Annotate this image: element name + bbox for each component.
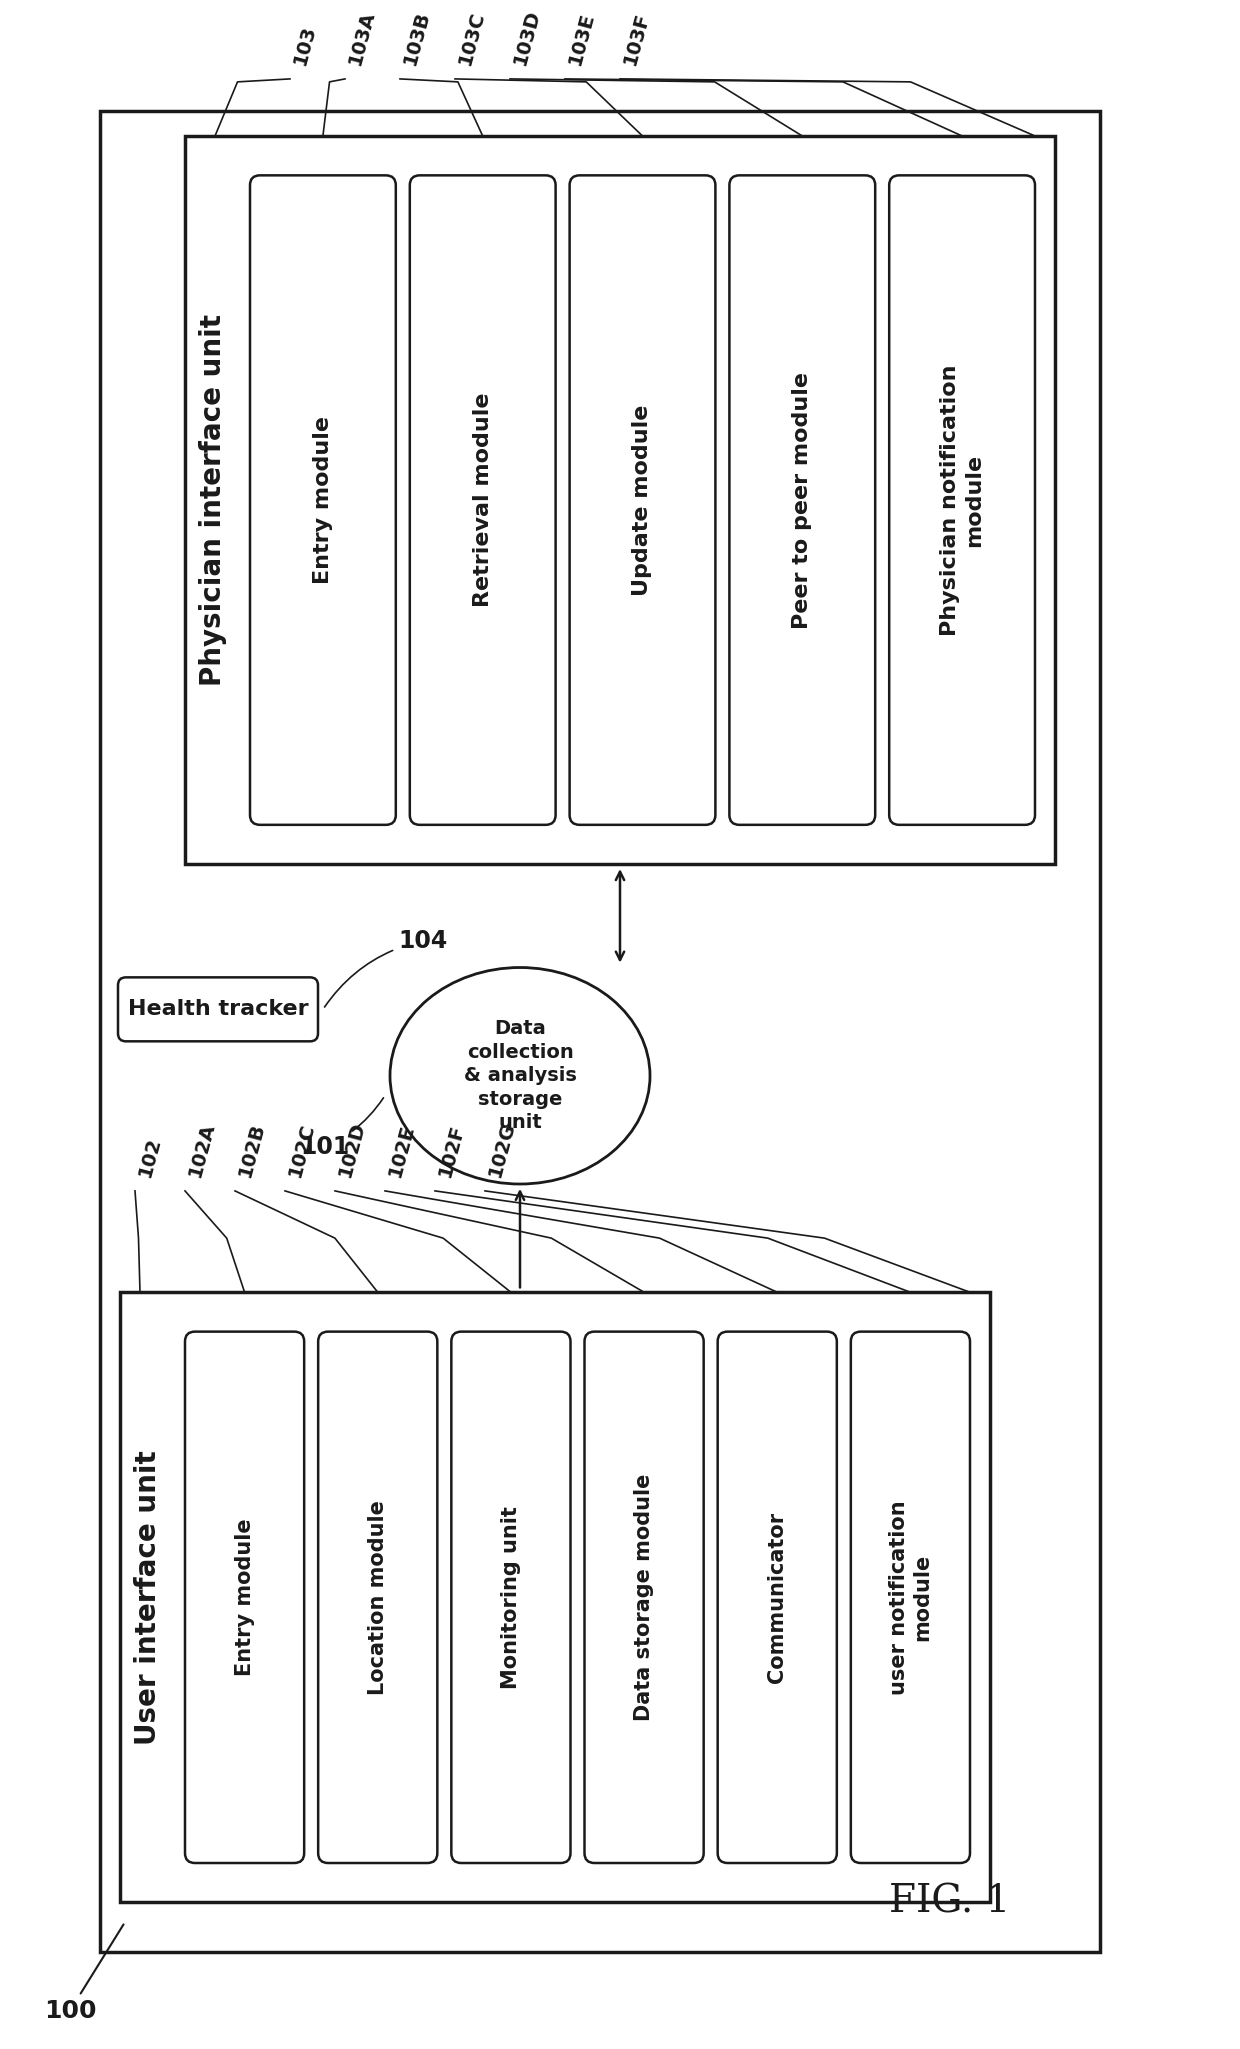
Text: 103: 103 (290, 23, 319, 68)
Text: 103E: 103E (565, 10, 598, 68)
FancyBboxPatch shape (718, 1332, 837, 1863)
Text: 102E: 102E (384, 1123, 418, 1178)
Text: Communicator: Communicator (768, 1512, 787, 1682)
Text: 102F: 102F (435, 1123, 467, 1178)
Text: 102A: 102A (185, 1121, 218, 1178)
Bar (185, 135, 1055, 865)
FancyBboxPatch shape (451, 1332, 570, 1863)
FancyBboxPatch shape (409, 176, 556, 826)
Text: user notification
module: user notification module (889, 1500, 932, 1695)
Text: 102G: 102G (485, 1119, 518, 1178)
Text: Health tracker: Health tracker (128, 1000, 309, 1018)
Text: User interface unit: User interface unit (134, 1451, 162, 1744)
Text: 103C: 103C (455, 8, 487, 68)
Text: Update module: Update module (632, 404, 652, 596)
Text: 102B: 102B (236, 1121, 268, 1178)
Text: Data
collection
& analysis
storage
unit: Data collection & analysis storage unit (464, 1018, 577, 1133)
Bar (100, 111, 1100, 1951)
Ellipse shape (391, 967, 650, 1184)
FancyBboxPatch shape (584, 1332, 703, 1863)
FancyBboxPatch shape (569, 176, 715, 826)
FancyBboxPatch shape (185, 1332, 304, 1863)
Text: 104: 104 (325, 928, 448, 1006)
Text: Peer to peer module: Peer to peer module (792, 371, 812, 629)
Text: 100: 100 (43, 1924, 124, 2022)
Text: 103D: 103D (510, 8, 543, 68)
FancyBboxPatch shape (889, 176, 1035, 826)
FancyBboxPatch shape (851, 1332, 970, 1863)
Text: 101: 101 (300, 1098, 383, 1160)
Text: Data storage module: Data storage module (634, 1473, 653, 1721)
FancyBboxPatch shape (118, 977, 317, 1041)
Text: 103A: 103A (345, 8, 378, 68)
Text: 102C: 102C (285, 1121, 317, 1178)
FancyBboxPatch shape (729, 176, 875, 826)
Text: 103F: 103F (620, 10, 652, 68)
Bar (120, 1293, 990, 1901)
Text: Physician interface unit: Physician interface unit (198, 313, 227, 686)
Text: Entry module: Entry module (312, 416, 332, 584)
Text: 103B: 103B (401, 8, 433, 68)
Text: 102: 102 (135, 1135, 164, 1178)
Text: FIG. 1: FIG. 1 (889, 1883, 1011, 1920)
Text: Entry module: Entry module (234, 1518, 254, 1676)
Text: Physician notification
module: Physician notification module (940, 365, 983, 635)
FancyBboxPatch shape (250, 176, 396, 826)
Text: Retrieval module: Retrieval module (472, 393, 492, 607)
Text: Location module: Location module (368, 1500, 388, 1695)
FancyBboxPatch shape (319, 1332, 438, 1863)
Text: Monitoring unit: Monitoring unit (501, 1506, 521, 1688)
Text: 102D: 102D (335, 1119, 368, 1178)
